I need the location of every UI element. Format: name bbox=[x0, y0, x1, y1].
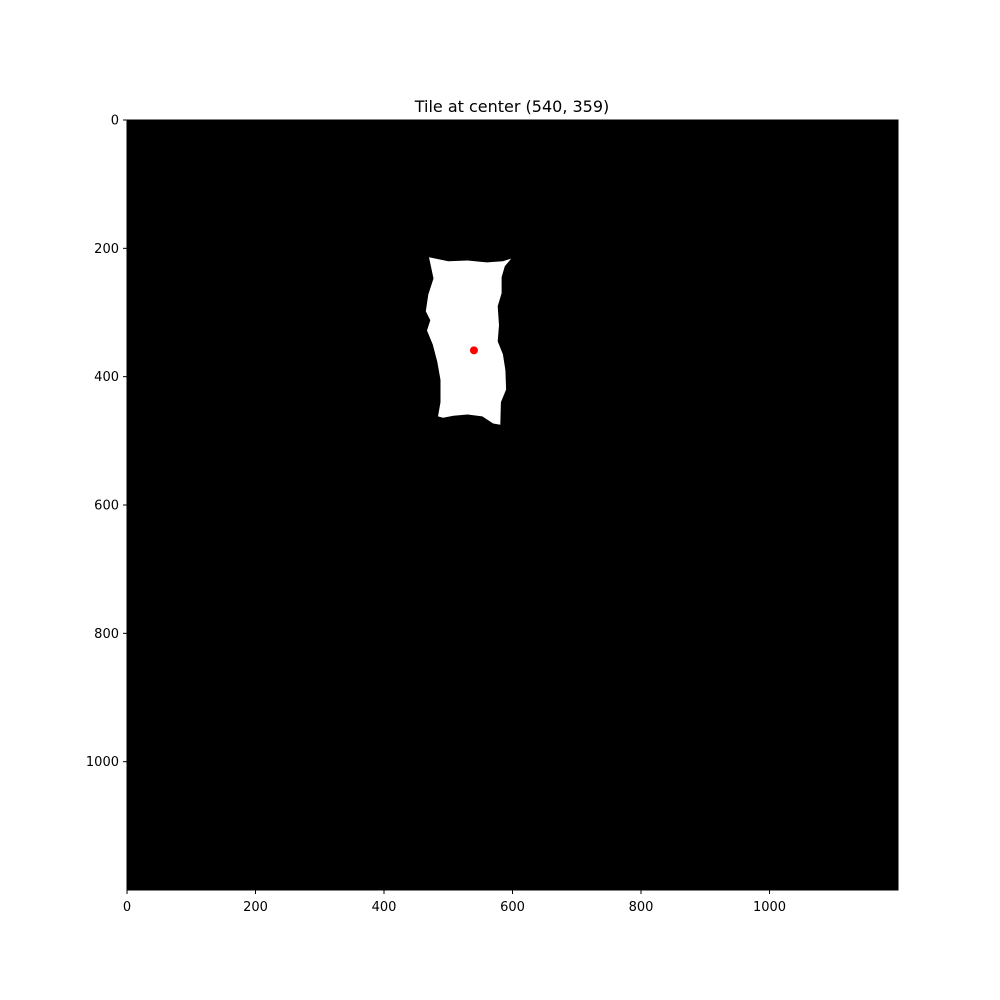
y-tick-label: 1000 bbox=[86, 755, 119, 770]
x-tick-label: 600 bbox=[500, 900, 525, 915]
y-tick-label: 0 bbox=[111, 114, 119, 129]
x-tick-label: 1000 bbox=[753, 900, 786, 915]
center-point bbox=[469, 346, 478, 355]
y-tick-label: 400 bbox=[94, 370, 119, 385]
y-tick-label: 600 bbox=[94, 499, 119, 514]
x-tick-label: 200 bbox=[243, 900, 268, 915]
x-tick-label: 800 bbox=[629, 900, 654, 915]
x-tick-label: 0 bbox=[123, 900, 131, 915]
y-tick-label: 800 bbox=[94, 627, 119, 642]
plot-background bbox=[127, 120, 898, 890]
y-tick-label: 200 bbox=[94, 242, 119, 257]
tile-shape bbox=[425, 257, 512, 425]
x-tick-label: 400 bbox=[372, 900, 397, 915]
chart-title: Tile at center (540, 359) bbox=[414, 97, 610, 116]
